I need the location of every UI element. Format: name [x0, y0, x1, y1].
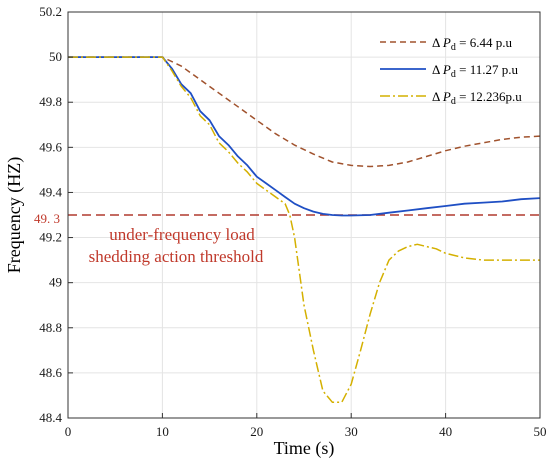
y-tick-label: 49.4 — [39, 184, 62, 199]
x-tick-label: 50 — [534, 424, 547, 439]
legend-label-1: Δ Pd = 6.44 p.u — [432, 35, 512, 53]
series-line-1 — [68, 56, 541, 168]
series-line-3 — [68, 56, 540, 403]
y-tick-label: 48.6 — [39, 365, 62, 380]
y-tick-label: 50 — [49, 49, 62, 64]
x-tick-label: 40 — [439, 424, 452, 439]
x-tick-label: 0 — [65, 424, 72, 439]
axis-ticks: 0 10 20 30 40 50 48.4 48.6 48.8 49 49.2 49.4 49.6 49.… — [39, 4, 546, 439]
legend-label-3: Δ Pd = 12.236p.u — [432, 89, 522, 107]
y-tick-label: 49.8 — [39, 94, 62, 109]
x-axis-title: Time (s) — [274, 438, 335, 459]
threshold-annotation-line1: under-frequency load — [109, 225, 255, 244]
legend-label-2: Δ Pd = 11.27 p.u — [432, 62, 518, 80]
series-group — [68, 56, 541, 403]
y-tick-label: 49 — [49, 275, 62, 290]
series-line-2 — [68, 56, 541, 217]
threshold-annotation-line2: shedding action threshold — [89, 247, 264, 266]
grid — [67, 11, 541, 419]
y-tick-label: 49.2 — [39, 230, 62, 245]
x-tick-label: 30 — [345, 424, 358, 439]
y-tick-label: 49.6 — [39, 139, 62, 154]
y-tick-label: 50.2 — [39, 4, 62, 19]
y-tick-label: 48.8 — [39, 320, 62, 335]
y-tick-label: 48.4 — [39, 410, 62, 425]
threshold-value-label: 49. 3 — [34, 211, 60, 226]
y-axis-title: Frequency (HZ) — [4, 157, 25, 273]
x-tick-label: 20 — [250, 424, 263, 439]
plot-frame — [67, 11, 541, 419]
legend: Δ Pd = 6.44 p.u Δ Pd = 11.27 p.u Δ Pd = 12… — [380, 35, 522, 107]
x-tick-label: 10 — [156, 424, 169, 439]
